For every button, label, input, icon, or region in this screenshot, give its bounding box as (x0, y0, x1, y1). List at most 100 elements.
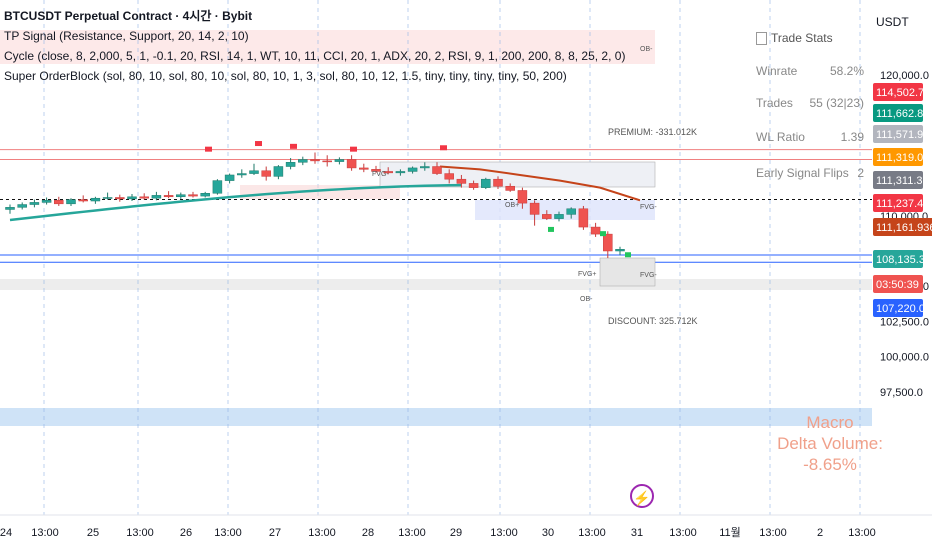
candle-body (529, 202, 540, 215)
candle-body (163, 195, 174, 198)
candle (603, 231, 613, 259)
candle (249, 163, 259, 175)
indicator-legend: BTCUSDT Perpetual Contract · 4시간 · Bybit… (4, 6, 625, 86)
candle (224, 173, 235, 184)
price-badge-text: 111,161.9366 (876, 222, 932, 234)
flash-icon[interactable]: ⚡ (630, 484, 654, 508)
candle-body (261, 170, 271, 177)
candle (395, 169, 406, 176)
fvg-plus-label: FVG+ (578, 271, 596, 278)
candle-body (383, 171, 393, 174)
checkbox-icon (756, 31, 767, 45)
flag-marker (600, 231, 606, 242)
ob-plus-label: OB+ (505, 202, 519, 209)
price-badge-box (873, 104, 923, 122)
candle-body (505, 185, 515, 191)
macro-value: -8.65% (803, 455, 857, 474)
candle-body (468, 183, 479, 188)
resistance-zone (0, 30, 655, 64)
x-tick-label: 30 (542, 527, 554, 539)
price-badge-text: 111,237.4 (876, 198, 923, 210)
candle (127, 193, 137, 202)
price-badge: 03:50:39 (873, 275, 923, 293)
candle-body (102, 197, 113, 199)
candle-body (590, 226, 601, 235)
candle (90, 196, 101, 204)
discount-label: DISCOUNT: 325.712K (608, 316, 698, 326)
x-tick-label: 27 (269, 527, 281, 539)
x-tick-label: 25 (87, 527, 99, 539)
currency-label[interactable]: USDT (876, 15, 909, 29)
indicator-cycle[interactable]: Cycle (close, 8, 2,000, 5, 1, -0.1, 20, … (4, 49, 626, 63)
candle (115, 194, 125, 202)
x-tick-label: 26 (180, 527, 192, 539)
candle (298, 156, 308, 166)
trade-stats-header: Trade Stats (756, 26, 833, 50)
macro-subtitle: Delta Volume: (777, 434, 883, 453)
price-badge-box (873, 171, 923, 189)
flag-marker (290, 143, 297, 154)
candle (176, 192, 186, 199)
candle (151, 191, 162, 201)
x-tick-label: 29 (450, 527, 462, 539)
candle-body (273, 166, 284, 177)
price-axis[interactable]: 120,000.0110,000.0105,000.0102,500.0100,… (872, 0, 932, 515)
candle (481, 177, 491, 190)
candle (566, 207, 576, 219)
symbol-title[interactable]: BTCUSDT Perpetual Contract · 4시간 · Bybit (4, 9, 253, 23)
x-tick-label: 2 (817, 527, 823, 539)
candle (334, 157, 345, 165)
price-badge-text: 111,319.0 (876, 152, 923, 164)
flag-marker (350, 146, 357, 157)
x-tick-label: 13:00 (848, 527, 876, 539)
candle (163, 191, 174, 199)
candle (237, 169, 247, 178)
x-tick-label: 13:00 (126, 527, 154, 539)
candle-body (578, 208, 589, 228)
price-badge-text: 111,662.8 (876, 108, 923, 120)
candle (139, 193, 149, 200)
candle-body (359, 167, 369, 170)
candle-body (78, 199, 88, 202)
candle (17, 202, 27, 210)
price-badge: 111,319.0 (873, 148, 923, 166)
stat-value: 2 (857, 166, 864, 180)
price-badge-box (873, 250, 923, 268)
candle (371, 165, 381, 173)
candle-body (90, 197, 101, 202)
y-tick-label: 100,000.0 (880, 352, 929, 364)
candle-body (115, 197, 125, 200)
stat-label: WL Ratio (756, 130, 805, 144)
price-badge-box (873, 83, 923, 101)
stat-value: 1.39 (840, 130, 864, 144)
price-badge: 111,662.8 (873, 104, 923, 122)
candle (383, 167, 393, 175)
stat-row-trades: Trades 55 (32|23) (756, 96, 864, 110)
price-badge: 111,237.4 (873, 194, 923, 212)
indicator-super-orderblock[interactable]: Super OrderBlock (sol, 80, 10, sol, 80, … (4, 69, 567, 83)
x-tick-label: 13:00 (490, 527, 518, 539)
price-badge: 111,311.3 (873, 171, 923, 189)
x-tick-label: 13:00 (759, 527, 787, 539)
indicator-tp-signal[interactable]: TP Signal (Resistance, Support, 20, 14, … (4, 29, 249, 43)
flag-marker (625, 252, 631, 263)
price-badge-box (873, 275, 923, 293)
candle-body (127, 196, 137, 200)
candle-body (407, 167, 418, 172)
grey-zone (0, 279, 872, 290)
stat-value: 55 (32|23) (809, 96, 865, 110)
candle-body (310, 159, 320, 162)
candle-body (139, 196, 149, 199)
candle (505, 183, 515, 192)
candle-body (322, 160, 332, 163)
price-badge-text: 107,220.0 (876, 303, 925, 315)
x-tick-label: 13:00 (214, 527, 242, 539)
candle (29, 199, 40, 208)
price-badge-text: 108,135.3 (876, 254, 925, 266)
candle-body (200, 193, 210, 197)
price-badge-box (873, 218, 932, 236)
time-axis[interactable]: 24 13:00 25 13:00 26 13:00 27 13:00 28 13:00 29 13:… (0, 514, 932, 539)
candle-body (17, 204, 27, 208)
candle-body (66, 199, 76, 205)
